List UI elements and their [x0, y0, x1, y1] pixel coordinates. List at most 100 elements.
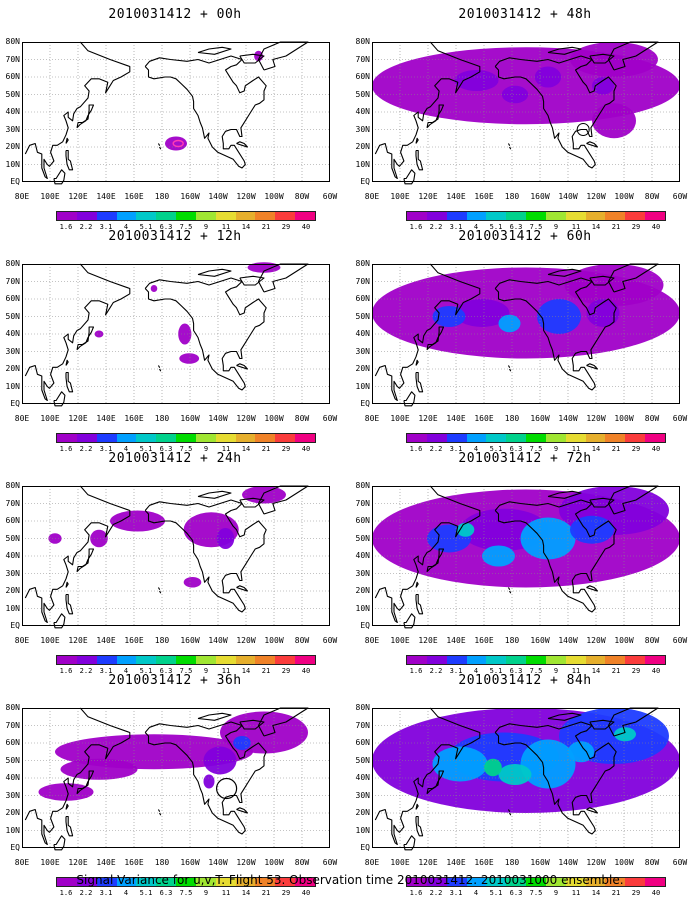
- signal-region: [183, 577, 202, 588]
- lon-label: 140W: [558, 636, 578, 645]
- lat-label: 40N: [5, 773, 20, 782]
- colorbar-label: 29: [281, 667, 291, 675]
- colorbar-label: 7.5: [529, 445, 543, 453]
- coastline: [426, 770, 445, 795]
- colorbar-swatch: [625, 656, 646, 664]
- lat-label: 40N: [355, 107, 370, 116]
- coastline: [239, 53, 265, 64]
- lat-label: 10N: [5, 603, 20, 613]
- lon-label: 100E: [390, 192, 410, 201]
- colorbar-swatch: [255, 656, 276, 664]
- signal-region: [592, 103, 636, 139]
- signal-region: [614, 727, 636, 742]
- colorbar-label: 9: [553, 223, 559, 231]
- colorbar-label: 2.2: [429, 667, 443, 675]
- colorbar-swatch: [295, 434, 315, 442]
- colorbar-swatch: [486, 656, 507, 664]
- lon-label: 80W: [294, 414, 310, 423]
- signal-region: [179, 353, 200, 364]
- colorbar-swatch: [57, 434, 77, 442]
- coastline: [507, 365, 511, 368]
- colorbar-label: 21: [261, 889, 271, 897]
- lat-label: 10N: [355, 381, 370, 391]
- colorbar-swatch: [156, 878, 177, 886]
- coastline: [76, 548, 95, 573]
- lon-label: 120E: [68, 414, 88, 423]
- colorbar-swatch: [57, 878, 77, 886]
- colorbar-swatch: [136, 878, 157, 886]
- coastline: [236, 807, 249, 814]
- coastline: [257, 485, 309, 515]
- panel-title: 2010031412 + 12h: [108, 229, 242, 244]
- colorbar-swatch: [545, 212, 566, 220]
- colorbar-swatch: [565, 656, 586, 664]
- signal-region: [520, 517, 576, 560]
- observation-circle: [216, 777, 238, 800]
- colorbar-swatch: [156, 434, 177, 442]
- lat-label: 40N: [355, 329, 370, 338]
- lat-label: EQ: [10, 621, 20, 630]
- coastline: [415, 359, 419, 366]
- colorbar-swatch: [275, 212, 296, 220]
- coastline: [239, 497, 265, 508]
- lat-label: EQ: [360, 399, 370, 408]
- coastline: [24, 41, 131, 180]
- colorbar-swatch: [176, 878, 196, 886]
- colorbar-swatch: [506, 878, 527, 886]
- colorbar-label: 14: [591, 667, 601, 675]
- colorbar-label: 40: [301, 889, 311, 897]
- lat-label: EQ: [360, 621, 370, 630]
- colorbar-swatch: [407, 878, 427, 886]
- lon-axis: 80E 100E 120E 140E 160E 180 160W 140W 120W 100W 80…: [362, 192, 692, 204]
- lat-label: 30N: [355, 790, 370, 800]
- colorbar-label: 11: [221, 223, 231, 231]
- lat-label: 80N: [5, 259, 20, 268]
- coastline: [426, 326, 445, 351]
- colorbar-swatch: [96, 212, 117, 220]
- signal-region: [592, 77, 614, 95]
- colorbar-label: 7.5: [529, 223, 543, 231]
- signal-region: [501, 85, 529, 104]
- colorbar-labels: 1.6 2.2 3.1 4 5.1 6.3 7.5 9 11 14 21 29 40: [406, 889, 666, 899]
- coastline: [415, 593, 424, 615]
- lon-label: 160E: [124, 414, 144, 423]
- lon-label: 140W: [558, 414, 578, 423]
- signal-region: [484, 758, 502, 777]
- colorbar-swatch: [255, 878, 276, 886]
- lon-label: 160W: [180, 192, 200, 201]
- coastline: [24, 707, 131, 846]
- coastline: [24, 485, 131, 624]
- coastline: [415, 371, 424, 393]
- lon-label: 140W: [208, 858, 228, 867]
- coastline: [257, 263, 309, 293]
- lat-label: 60N: [355, 294, 370, 303]
- panel-title: 2010031412 + 48h: [458, 7, 592, 22]
- colorbar-label: 29: [631, 445, 641, 453]
- lat-label: 40N: [355, 551, 370, 560]
- coastline: [586, 585, 599, 592]
- lon-label: 100E: [40, 636, 60, 645]
- lon-axis: 80E 100E 120E 140E 160E 180 160W 140W 120W 100W 80…: [362, 414, 692, 426]
- coastline: [494, 721, 617, 835]
- lon-axis: 80E 100E 120E 140E 160E 180 160W 140W 120W 100W 80…: [12, 636, 342, 648]
- colorbar-swatch: [526, 656, 546, 664]
- colorbar-swatch: [605, 434, 626, 442]
- colorbar-label: 21: [611, 667, 621, 675]
- coastline: [589, 53, 615, 64]
- colorbar-label: 4: [473, 445, 479, 453]
- colorbar-labels: 1.6 2.2 3.1 4 5.1 6.3 7.5 9 11 14 21 29 40: [406, 223, 666, 233]
- map-panel: 2010031412 + 12h 80N 70N 60N 50N 40N 30N 20N 10N…: [0, 222, 350, 453]
- colorbar-swatch: [645, 212, 665, 220]
- coastline: [65, 593, 74, 615]
- lat-label: 30N: [355, 124, 370, 134]
- coastline: [65, 581, 69, 588]
- lat-label: 60N: [355, 738, 370, 747]
- lon-label: 80W: [294, 636, 310, 645]
- colorbar-label: 11: [571, 667, 581, 675]
- signal-region: [567, 741, 595, 763]
- colorbar-swatch: [585, 878, 606, 886]
- lat-label: 70N: [355, 276, 370, 286]
- coastline: [607, 707, 659, 737]
- lon-label: 120W: [236, 414, 256, 423]
- coastline: [415, 581, 419, 588]
